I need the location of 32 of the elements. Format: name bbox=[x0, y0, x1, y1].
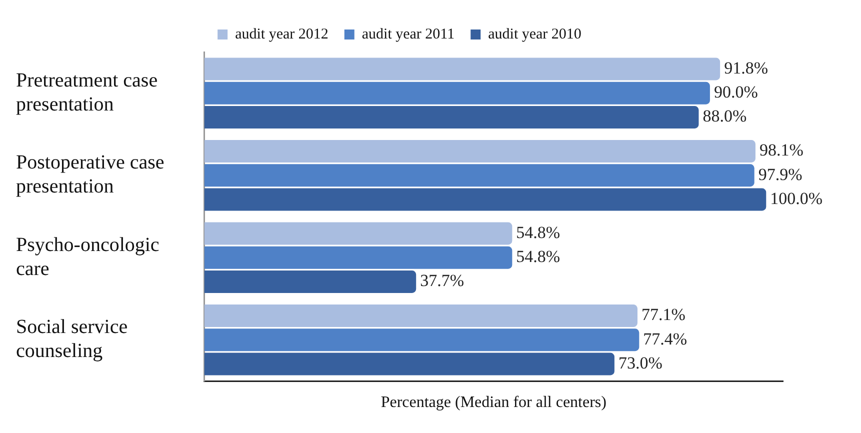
data-label: 91.8% bbox=[724, 58, 768, 78]
bar bbox=[204, 352, 614, 376]
bar bbox=[204, 246, 512, 269]
bar bbox=[204, 58, 720, 80]
bar bbox=[204, 164, 754, 187]
bar bbox=[204, 106, 699, 128]
y-tick-label: Psycho-oncologic care bbox=[16, 234, 160, 280]
bar bbox=[204, 188, 766, 211]
data-label: 90.0% bbox=[714, 82, 758, 102]
x-axis-title: Percentage (Median for all centers) bbox=[380, 394, 606, 411]
data-label: 100.0% bbox=[770, 188, 823, 208]
bar bbox=[204, 304, 638, 327]
data-label: 98.1% bbox=[759, 140, 804, 160]
data-label: 54.8% bbox=[516, 247, 560, 266]
legend-label: audit year 2010 bbox=[488, 26, 582, 42]
bar bbox=[204, 328, 640, 352]
data-label: 77.4% bbox=[643, 329, 688, 348]
legend-label: audit year 2012 bbox=[235, 26, 328, 42]
bar bbox=[204, 270, 416, 293]
bar bbox=[204, 222, 512, 245]
bar bbox=[204, 82, 710, 104]
data-label: 88.0% bbox=[702, 106, 747, 126]
data-label: 73.0% bbox=[618, 353, 662, 372]
bar bbox=[204, 140, 756, 162]
data-label: 54.8% bbox=[516, 222, 560, 242]
y-tick-label: Postoperative case presentation bbox=[16, 152, 164, 198]
y-tick-label: Pretreatment case presentation bbox=[16, 69, 158, 116]
y-tick-label: Social service counseling bbox=[16, 316, 128, 362]
legend-label: audit year 2011 bbox=[362, 26, 455, 42]
data-label: 97.9% bbox=[758, 164, 802, 184]
data-label: 37.7% bbox=[420, 271, 464, 290]
data-label: 77.1% bbox=[641, 305, 686, 324]
